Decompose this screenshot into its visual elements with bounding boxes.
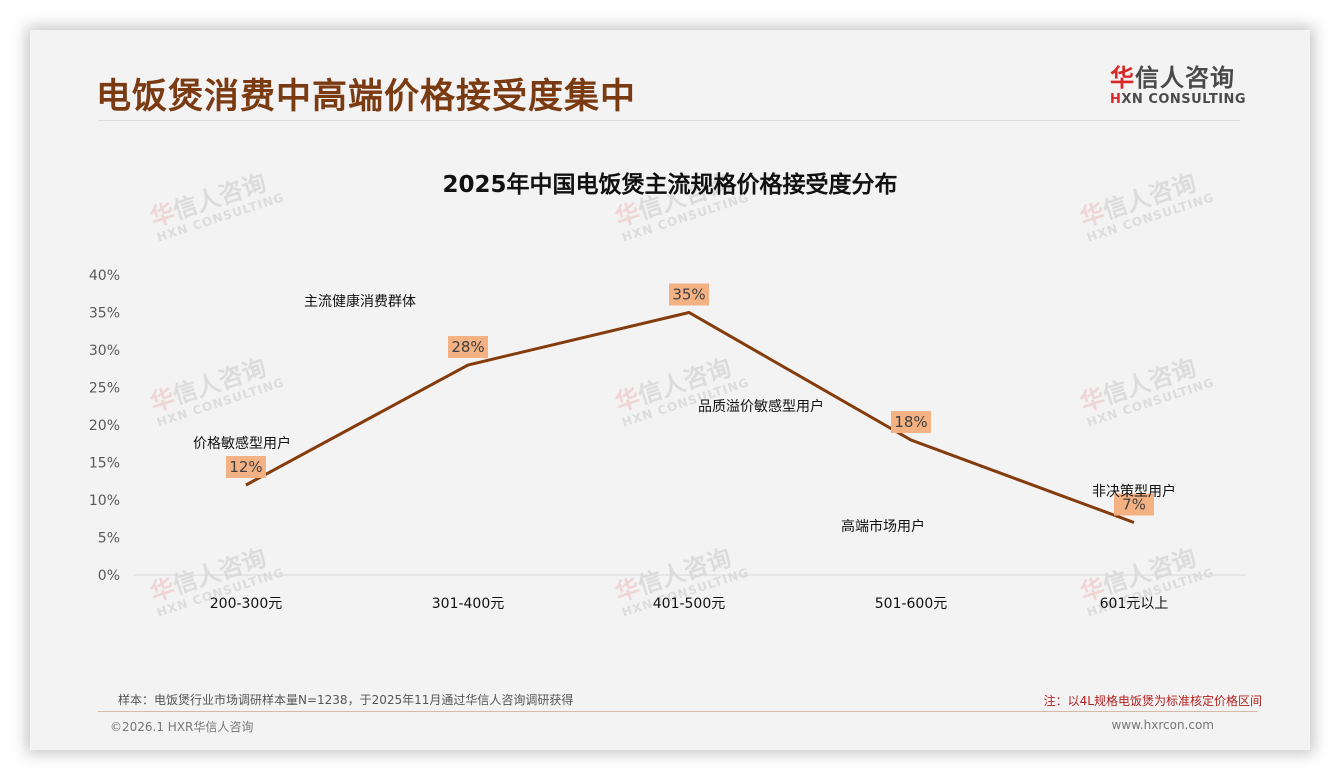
y-tick-label: 0% [98,568,120,584]
x-tick-label: 601元以上 [1100,596,1169,612]
y-tick-label: 25% [89,381,120,397]
spec-note: 注：以4L规格电饭煲为标准核定价格区间 [1043,694,1262,708]
footer-divider [98,711,1258,712]
data-label: 18% [894,413,927,431]
annotation-label: 主流健康消费群体 [304,293,416,310]
y-tick-label: 35% [89,306,120,322]
copyright: ©2026.1 HXR华信人咨询 [110,720,254,734]
line-chart: 0% 5% 10% 15% 20% 25% 30% 35% 40% 200-300元 301-40… [89,268,1245,612]
x-tick-label: 200-300元 [210,596,283,612]
data-label-bg [1114,493,1154,516]
logo-en: HXN CONSULTING [1110,92,1247,107]
y-tick-label: 5% [98,531,120,547]
y-tick-label: 40% [89,268,120,284]
chart-title: 2025年中国电饭煲主流规格价格接受度分布 [442,172,898,198]
logo-cn: 华信人咨询 [1110,64,1235,92]
data-label: 7% [1122,496,1146,514]
x-tick-label: 501-600元 [875,596,948,612]
y-tick-label: 15% [89,456,120,472]
y-axis: 0% 5% 10% 15% 20% 25% 30% 35% 40% [89,268,120,584]
x-axis: 200-300元 301-400元 401-500元 501-600元 601元以上 [210,596,1169,612]
x-tick-label: 401-500元 [653,596,726,612]
slide: 华信人咨询 HXN CONSULTING 华信人咨询 HXN CONSULTIN… [30,30,1310,750]
data-labels: 12% 28% 35% 18% 7% [226,283,1154,516]
y-tick-label: 30% [89,343,120,359]
annotation-label: 高端市场用户 [841,518,925,535]
data-label-bg [669,283,709,306]
y-tick-label: 10% [89,493,120,509]
annotation-label: 非决策型用户 [1092,483,1176,500]
data-label-bg [226,456,266,478]
data-label: 28% [451,338,484,356]
data-label: 12% [229,458,262,476]
annotation-label: 品质溢价敏感型用户 [698,398,824,415]
x-tick-label: 301-400元 [432,596,505,612]
data-label: 35% [672,286,705,304]
data-label-bg [891,411,931,433]
series-line [245,310,1135,524]
annotation-label: 价格敏感型用户 [193,435,291,452]
company-logo: 华信人咨询 HXN CONSULTING [1110,64,1247,108]
data-label-bg [448,336,488,358]
y-tick-label: 20% [89,418,120,434]
title-divider [98,120,1240,121]
website-link: www.hxrcon.com [1111,718,1214,732]
page-title: 电饭煲消费中高端价格接受度集中 [96,77,637,117]
sample-note: 样本：电饭煲行业市场调研样本量N=1238，于2025年11月通过华信人咨询调研… [118,693,574,707]
